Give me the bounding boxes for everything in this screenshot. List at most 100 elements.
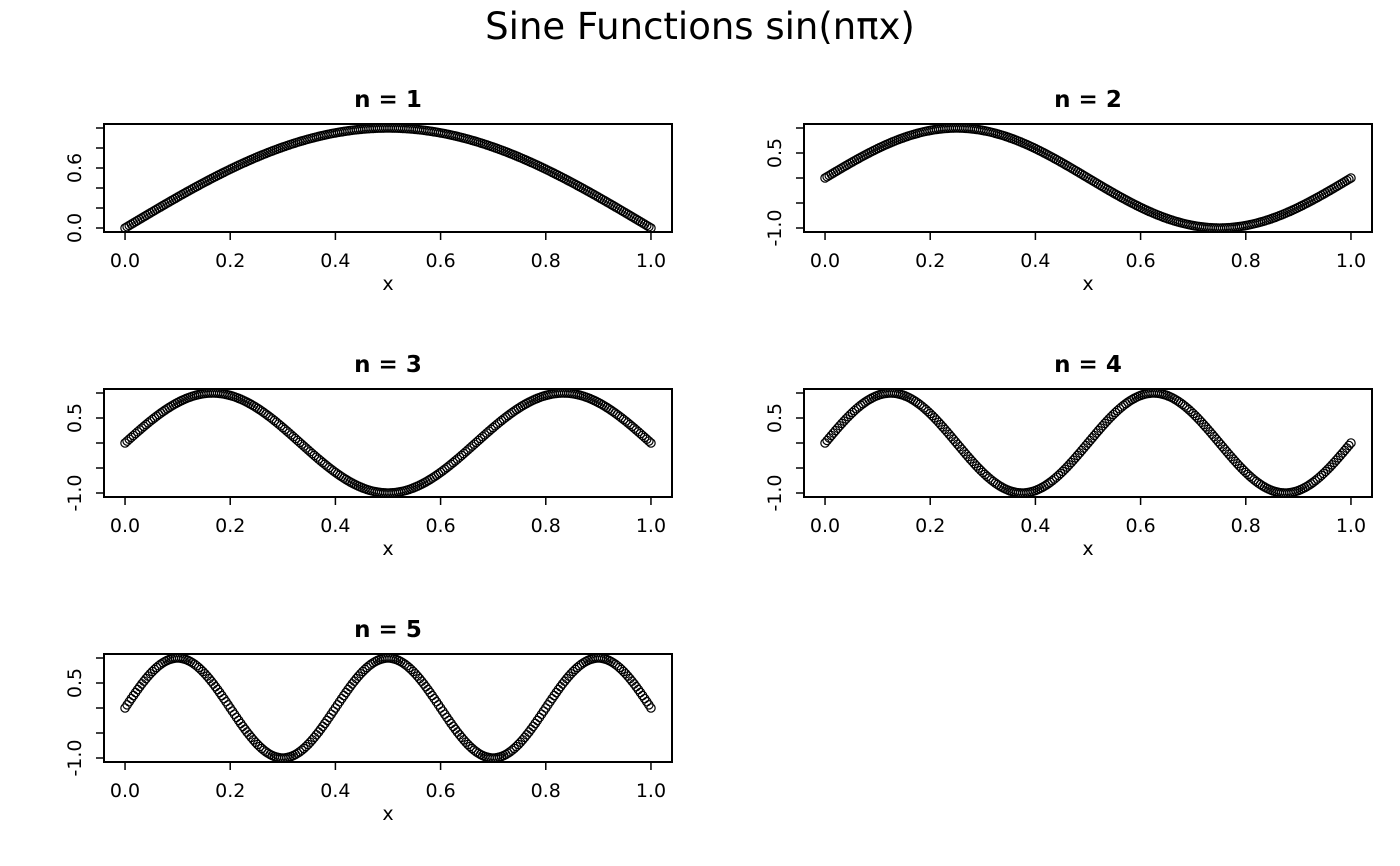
data-point: [421, 681, 431, 692]
x-tick-label: 0.0: [110, 780, 140, 802]
data-point: [315, 724, 326, 735]
x-tick-label: 0.2: [915, 515, 945, 537]
x-tick-label: 0.8: [531, 250, 561, 272]
x-axis: 0.0 0.2 0.4 0.6 0.8 1.0 x: [110, 761, 666, 825]
x-tick-label: 0.2: [215, 515, 245, 537]
data-point: [242, 727, 252, 737]
data-point: [452, 727, 463, 737]
y-axis: -1.0 0.5: [64, 657, 105, 777]
data-points: [820, 123, 1356, 233]
x-axis-label: x: [382, 538, 393, 560]
data-points: [120, 123, 656, 233]
y-tick-label: 0.5: [64, 668, 86, 698]
plot-frame: [103, 388, 673, 498]
y-tick-label: -1.0: [764, 209, 786, 246]
x-tick-label: 0.6: [1125, 515, 1155, 537]
x-tick-label: 0.8: [1231, 515, 1261, 537]
data-points: [120, 388, 656, 498]
data-point: [646, 223, 656, 233]
data-point: [240, 724, 250, 735]
x-tick-label: 0.2: [915, 250, 945, 272]
data-point: [1346, 438, 1356, 448]
x-tick-label: 1.0: [1336, 515, 1366, 537]
panel-title: n = 5: [354, 617, 422, 643]
x-axis: 0.0 0.2 0.4 0.6 0.8 1.0 x: [810, 231, 1366, 295]
panel-title: n = 3: [354, 352, 422, 378]
y-tick-label: 0.5: [764, 403, 786, 433]
y-tick-label: 0.5: [764, 138, 786, 168]
data-point: [137, 679, 147, 689]
x-axis-label: x: [382, 273, 393, 295]
plot-frame: [103, 123, 673, 233]
x-tick-label: 0.4: [1020, 515, 1050, 537]
data-point: [418, 679, 429, 689]
x-tick-label: 0.2: [215, 780, 245, 802]
x-tick-label: 0.8: [531, 780, 561, 802]
y-tick-label: 0.0: [64, 213, 86, 243]
y-tick-label: 0.5: [64, 403, 86, 433]
data-point: [1344, 174, 1354, 185]
data-point: [646, 438, 656, 448]
data-points: [820, 388, 1356, 498]
y-tick-label: -1.0: [64, 474, 86, 511]
data-point: [646, 703, 656, 713]
x-tick-label: 0.0: [810, 515, 840, 537]
data-point: [1344, 440, 1354, 451]
figure-title: Sine Functions sin(nπx): [485, 5, 915, 48]
x-tick-label: 0.0: [110, 250, 140, 272]
x-tick-label: 0.4: [1020, 250, 1050, 272]
x-tick-label: 0.6: [1125, 250, 1155, 272]
data-point: [210, 681, 221, 692]
x-tick-label: 1.0: [1336, 250, 1366, 272]
y-tick-label: -1.0: [64, 739, 86, 776]
x-tick-label: 0.8: [531, 515, 561, 537]
x-axis-label: x: [1082, 538, 1093, 560]
chart-panel-n4: n = 4 0.0 0.2 0.4 0.6 0.8 1.0 x -1.0 0.5: [764, 352, 1373, 560]
x-tick-label: 0.6: [425, 515, 455, 537]
x-tick-label: 0.0: [810, 250, 840, 272]
data-point: [345, 681, 355, 692]
data-point: [313, 727, 324, 737]
plot-frame: [103, 653, 673, 763]
data-point: [450, 724, 461, 735]
data-point: [644, 221, 654, 232]
chart-panel-n1: n = 1 0.0 0.2 0.4 0.6 0.8 1.0 x 0.0 0.6: [64, 87, 673, 295]
data-point: [208, 679, 219, 689]
data-point: [557, 679, 568, 689]
data-points: [120, 653, 656, 763]
data-point: [134, 681, 145, 692]
x-axis-label: x: [1082, 273, 1093, 295]
x-tick-label: 1.0: [636, 515, 666, 537]
x-tick-label: 0.4: [320, 780, 350, 802]
data-point: [644, 700, 654, 710]
x-tick-label: 1.0: [636, 780, 666, 802]
data-point: [526, 724, 536, 735]
x-axis: 0.0 0.2 0.4 0.6 0.8 1.0 x: [110, 496, 666, 560]
x-tick-label: 0.6: [425, 250, 455, 272]
x-axis: 0.0 0.2 0.4 0.6 0.8 1.0 x: [110, 231, 666, 295]
x-tick-label: 0.4: [320, 250, 350, 272]
data-point: [555, 681, 566, 692]
data-point: [524, 727, 534, 737]
x-tick-label: 0.8: [1231, 250, 1261, 272]
data-point: [644, 436, 654, 446]
panel-title: n = 1: [354, 87, 422, 113]
chart-panel-n2: n = 2 0.0 0.2 0.4 0.6 0.8 1.0 x -1.0 0.5: [764, 87, 1373, 295]
x-tick-label: 1.0: [636, 250, 666, 272]
x-tick-label: 0.6: [425, 780, 455, 802]
y-tick-label: -1.0: [764, 474, 786, 511]
plot-frame: [803, 388, 1373, 498]
x-axis-label: x: [382, 803, 393, 825]
y-axis: -1.0 0.5: [764, 392, 805, 512]
y-axis: -1.0 0.5: [764, 127, 805, 247]
panel-title: n = 2: [1054, 87, 1122, 113]
x-tick-label: 0.2: [215, 250, 245, 272]
x-axis: 0.0 0.2 0.4 0.6 0.8 1.0 x: [810, 496, 1366, 560]
chart-panel-n5: n = 5 0.0 0.2 0.4 0.6 0.8 1.0 x -1.0 0.5: [64, 617, 673, 825]
data-point: [629, 679, 639, 689]
x-tick-label: 0.4: [320, 515, 350, 537]
panel-title: n = 4: [1054, 352, 1122, 378]
chart-panels: n = 10.0 0.2 0.4 0.6 0.8 1.0x0.00.6n = 20.0 0.…: [64, 87, 1373, 825]
y-axis: -1.0 0.5: [64, 392, 105, 512]
